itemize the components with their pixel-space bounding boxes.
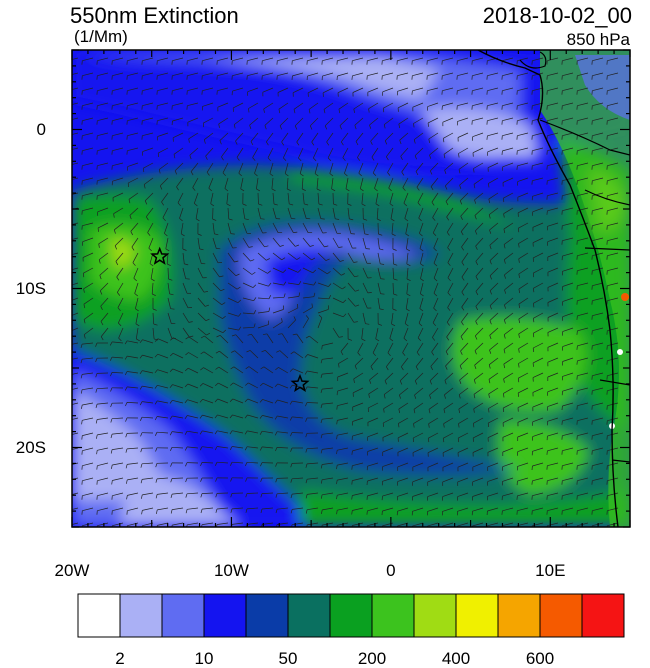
lat-tick-label: 0 [37,121,46,138]
colorbar-tick-label: 400 [442,650,470,667]
lat-tick-label: 20S [16,439,46,456]
colorbar-tick-label: 200 [358,650,386,667]
extinction-field [67,50,631,530]
lon-tick-label: 10E [535,562,565,579]
lon-tick-label: 20W [55,562,90,579]
lat-tick-label: 10S [16,280,46,297]
colorbar-tick-label: 50 [279,650,298,667]
lon-tick-label: 10W [214,562,249,579]
lon-tick-label: 0 [386,562,395,579]
colorbar-tick-label: 10 [195,650,214,667]
colorbar-tick-label: 600 [526,650,554,667]
colorbar-tick-label: 2 [115,650,124,667]
